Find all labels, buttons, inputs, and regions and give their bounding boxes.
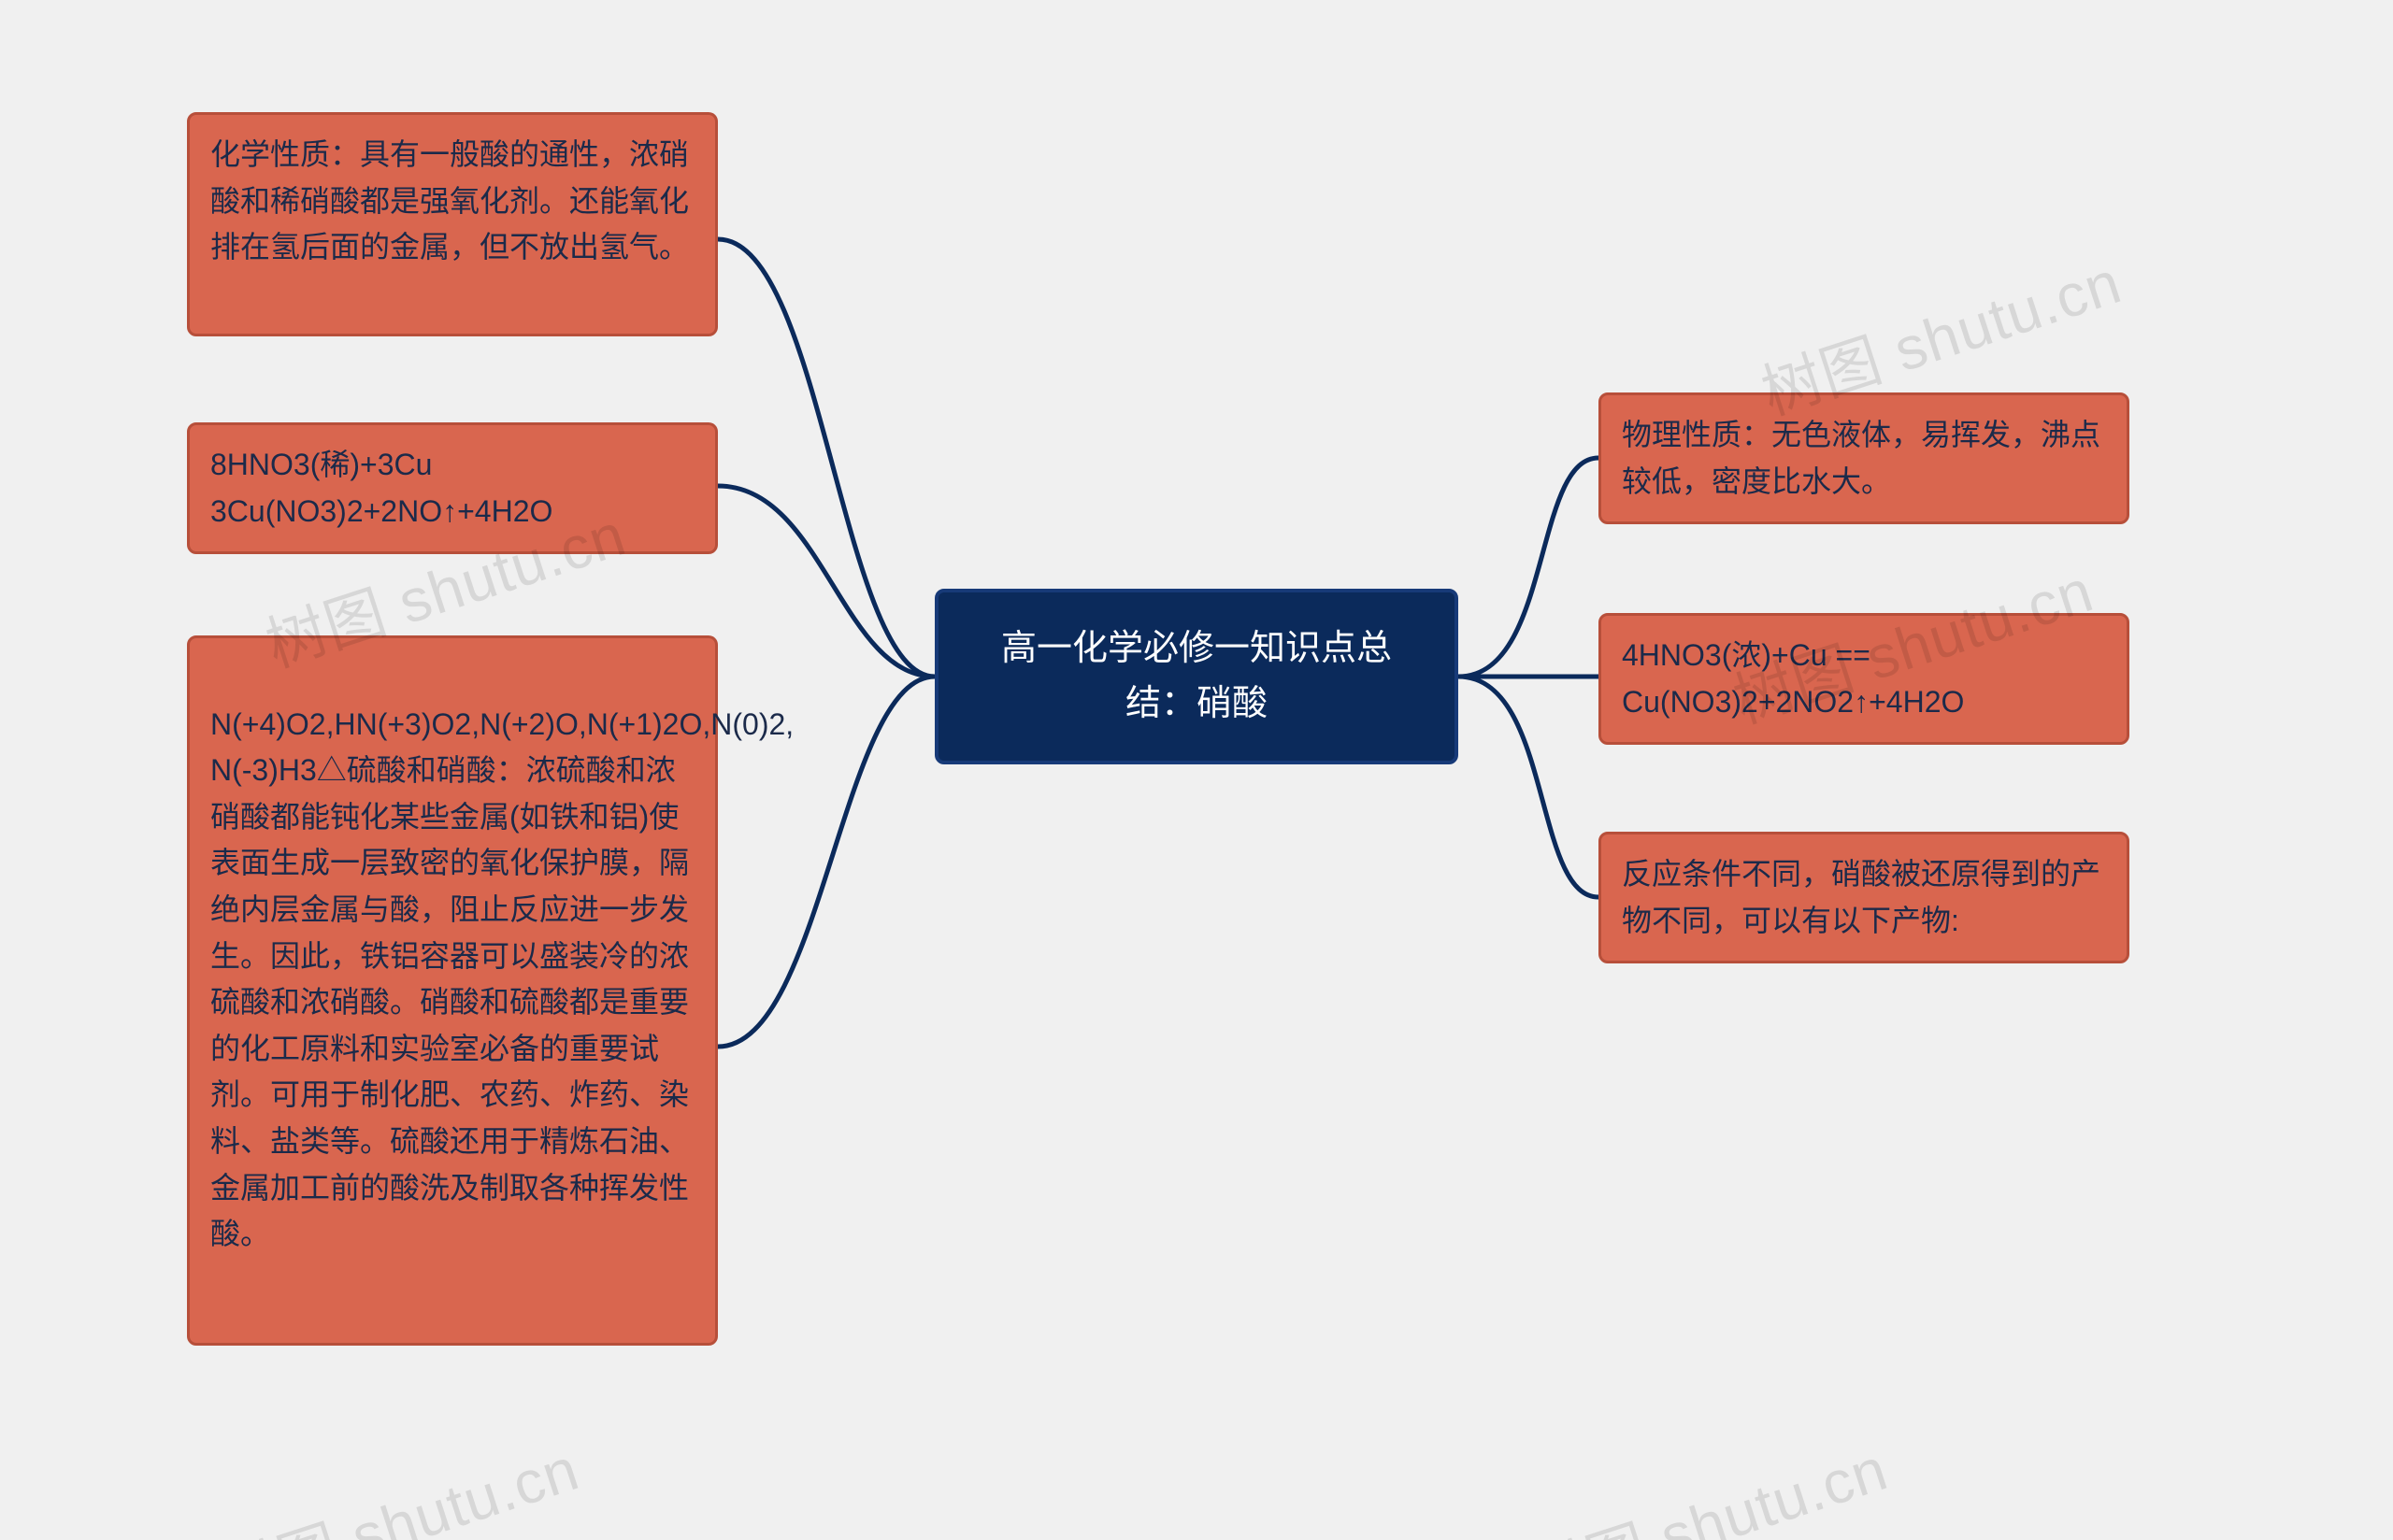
branch-node-text: 反应条件不同，硝酸被还原得到的产物不同，可以有以下产物: xyxy=(1622,857,2100,937)
mindmap-canvas: 高一化学必修一知识点总 结：硝酸 化学性质：具有一般酸的通性，浓硝酸和稀硝酸都是… xyxy=(0,0,2393,1540)
central-node-text: 高一化学必修一知识点总 结：硝酸 xyxy=(1001,621,1392,732)
branch-node-equation-dilute: 8HNO3(稀)+3Cu 3Cu(NO3)2+2NO↑+4H2O xyxy=(187,422,718,554)
watermark: 树图 shutu.cn xyxy=(208,1421,589,1540)
branch-node-text: 化学性质：具有一般酸的通性，浓硝酸和稀硝酸都是强氧化剂。还能氧化排在氢后面的金属… xyxy=(210,137,689,264)
branch-node-physical-properties: 物理性质：无色液体，易挥发，沸点较低，密度比水大。 xyxy=(1598,392,2129,524)
watermark: 树图 shutu.cn xyxy=(1516,1421,1898,1540)
branch-node-text: N(+4)O2,HN(+3)O2,N(+2)O,N(+1)2O,N(0)2, N… xyxy=(210,661,794,1250)
branch-node-text: 8HNO3(稀)+3Cu 3Cu(NO3)2+2NO↑+4H2O xyxy=(210,448,552,528)
branch-node-text: 物理性质：无色液体，易挥发，沸点较低，密度比水大。 xyxy=(1622,418,2100,498)
branch-node-nitrogen-states: N(+4)O2,HN(+3)O2,N(+2)O,N(+1)2O,N(0)2, N… xyxy=(187,635,718,1346)
branch-node-reaction-conditions: 反应条件不同，硝酸被还原得到的产物不同，可以有以下产物: xyxy=(1598,832,2129,963)
branch-node-text: 4HNO3(浓)+Cu == Cu(NO3)2+2NO2↑+4H2O xyxy=(1622,638,1964,719)
central-node: 高一化学必修一知识点总 结：硝酸 xyxy=(935,589,1458,764)
branch-node-equation-concentrated: 4HNO3(浓)+Cu == Cu(NO3)2+2NO2↑+4H2O xyxy=(1598,613,2129,745)
branch-node-chemical-properties: 化学性质：具有一般酸的通性，浓硝酸和稀硝酸都是强氧化剂。还能氧化排在氢后面的金属… xyxy=(187,112,718,336)
